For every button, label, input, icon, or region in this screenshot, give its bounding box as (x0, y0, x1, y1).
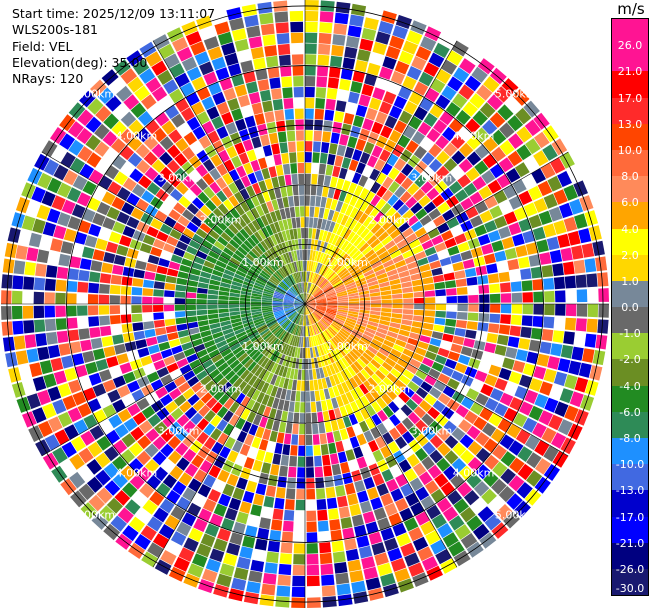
colorbar-unit: m/s (617, 0, 645, 18)
range-label: 5.00km (74, 509, 116, 522)
azimuth-line (304, 151, 569, 305)
colorbar-segment: -21.0 (612, 516, 648, 550)
colorbar-segment: 1.0 (612, 254, 648, 288)
colorbar-tick-label: 0.0 (621, 301, 639, 315)
range-label: 4.00km (453, 129, 495, 142)
range-label: 2.00km (200, 382, 242, 395)
colorbar-tick-label: -26.0 (615, 562, 645, 576)
colorbar-segment: 10.0 (612, 123, 648, 157)
range-label: 4.00km (116, 129, 158, 142)
colorbar-segment: 17.0 (612, 71, 648, 105)
range-label: 3.00km (158, 172, 200, 185)
azimuth-line (304, 303, 458, 568)
elevation: Elevation(deg): 35.00 (12, 54, 148, 70)
colorbar-segment: 2.0 (612, 228, 648, 262)
colorbar-tick-label: 26.0 (617, 39, 643, 53)
colorbar-tick-label: 17.0 (617, 91, 643, 105)
instrument-name: WLS200s-181 (12, 22, 98, 38)
range-label: 5.00km (495, 87, 537, 100)
colorbar-segment: -4.0 (612, 359, 648, 393)
azimuth-line (152, 40, 306, 305)
colorbar-segment: 8.0 (612, 149, 648, 183)
colorbar-segment: -13.0 (612, 464, 648, 497)
colorbar-tick-label: -10.0 (615, 458, 645, 472)
range-label: 3.00km (158, 424, 200, 437)
colorbar-segment: -17.0 (612, 490, 648, 524)
colorbar-segment: 13.0 (612, 97, 648, 131)
colorbar-tick-label: -1.0 (619, 327, 641, 341)
field-name: Field: VEL (12, 38, 73, 54)
colorbar-segment: -30.0 (612, 568, 648, 596)
start-time: Start time: 2025/12/09 13:11:07 (12, 6, 216, 21)
range-label: 5.00km (74, 87, 116, 100)
colorbar-segment: -10.0 (612, 438, 648, 471)
colorbar-tick-label: -6.0 (619, 405, 641, 419)
range-label: 1.00km (242, 340, 284, 353)
colorbar-tick-label: 13.0 (617, 117, 643, 131)
colorbar-tick-label: 8.0 (621, 170, 639, 184)
azimuth-line (304, 40, 458, 305)
colorbar-tick-label: 1.0 (621, 274, 639, 288)
range-label: 4.00km (116, 467, 158, 480)
range-label: 1.00km (326, 256, 368, 269)
colorbar-segment: 21.0 (612, 45, 648, 78)
azimuth-line (304, 303, 569, 457)
colorbar-tick-label: -21.0 (615, 536, 645, 550)
colorbar-tick-label: -30.0 (615, 582, 645, 596)
nrays: NRays: 120 (12, 71, 84, 87)
colorbar-tick-label: -8.0 (619, 432, 641, 445)
colorbar-segment: 0.0 (612, 280, 648, 314)
colorbar-tick-label: 2.0 (621, 248, 639, 262)
scan-info: Start time: 2025/12/09 13:11:07 WLS200s-… (12, 6, 215, 87)
colorbar-segment: 4.0 (612, 202, 648, 236)
colorbar-tick-label: -17.0 (615, 510, 645, 524)
colorbar-tick-label: 6.0 (621, 196, 639, 210)
range-label: 1.00km (242, 256, 284, 269)
colorbar-segment: -8.0 (612, 411, 648, 445)
azimuth-line (41, 303, 306, 457)
azimuth-line (41, 151, 306, 305)
colorbar-segment: -1.0 (612, 307, 648, 340)
colorbar-tick-label: -4.0 (619, 379, 641, 393)
azimuth-lines (1, 0, 609, 608)
velocity-gates (1, 0, 609, 608)
range-label: 2.00km (200, 214, 242, 227)
colorbar-segment: -6.0 (612, 385, 648, 419)
colorbar-tick-label: -2.0 (619, 353, 641, 367)
azimuth-line (152, 303, 306, 568)
range-label: 1.00km (326, 340, 368, 353)
range-label: 3.00km (411, 424, 453, 437)
colorbar-tick-label: 4.0 (621, 222, 639, 236)
colorbar-segment: -26.0 (612, 542, 648, 576)
range-label: 2.00km (369, 382, 411, 395)
range-label: 2.00km (369, 214, 411, 227)
ppi-radar-plot: 1.00km 1.00km 1.00km 1.00km 2.00km 2.00km 2.00… (1, 0, 609, 608)
colorbar-segment: -2.0 (612, 333, 648, 366)
colorbar-tick-label: 10.0 (617, 143, 643, 157)
colorbar-segment: 26.0 (612, 19, 648, 52)
colorbar-tick-label: 21.0 (617, 65, 643, 79)
range-label: 4.00km (453, 467, 495, 480)
range-labels: 1.00km 1.00km 1.00km 1.00km 2.00km 2.00km 2.00… (74, 87, 537, 521)
range-label: 3.00km (411, 172, 453, 185)
colorbar-segment: 6.0 (612, 176, 648, 209)
colorbar: 26.0 21.0 17.0 13.0 10.0 8.0 6.0 4.0 2.0 1.0 0.0 -1… (611, 18, 649, 596)
range-label: 5.00km (495, 509, 537, 522)
colorbar-tick-label: -13.0 (615, 484, 645, 498)
